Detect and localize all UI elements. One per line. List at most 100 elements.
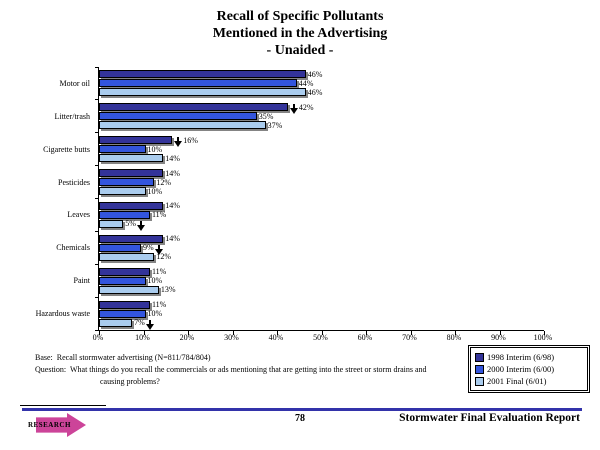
bar-value-label: 11% [151, 300, 167, 310]
x-axis-tick-label: 90% [491, 333, 506, 342]
base-note: Base: Recall stormwater advertising (N=8… [35, 352, 447, 364]
x-axis-tick [455, 331, 456, 335]
category-label: Hazardous waste [35, 309, 90, 319]
bar-row: 35% [99, 112, 544, 121]
bar-value-label: 11% [151, 267, 167, 277]
x-axis-tick-label: 80% [446, 333, 462, 342]
legend-label-2000: 2000 Interim (6/00) [487, 364, 555, 374]
bar [99, 154, 164, 163]
chart-legend: 1998 Interim (6/98) 2000 Interim (6/00) … [468, 345, 590, 393]
bar [99, 79, 297, 88]
bar-row: 12% [99, 177, 544, 187]
bar-value-label: 46% [307, 87, 323, 97]
report-title: Stormwater Final Evaluation Report [399, 412, 580, 424]
bar [99, 318, 133, 327]
bar-value-label: 14% [165, 234, 180, 244]
bar-row: 9% [99, 243, 544, 255]
bar [99, 103, 288, 112]
bar-value-label: 42% [289, 102, 314, 115]
significant-decrease-arrow-icon [289, 104, 298, 115]
bar-row: 46% [99, 69, 544, 79]
x-axis-tick [99, 331, 100, 335]
legend-item-2000: 2000 Interim (6/00) [475, 363, 583, 375]
bar-group: 14% 9% 12% [99, 231, 544, 264]
page-number: 78 [295, 413, 305, 424]
bar-row: 42% [99, 102, 544, 115]
legend-swatch-2001 [475, 376, 484, 386]
base-label: Base: [35, 353, 53, 362]
bar-value-label: 5% [125, 219, 145, 231]
significant-decrease-arrow-icon [154, 244, 163, 255]
bar-value-label: 16% [174, 135, 198, 148]
y-axis-tick [95, 66, 99, 68]
bar-group: 11% 10% 13% [99, 264, 544, 297]
legend-swatch-1998 [475, 352, 484, 362]
category-label: Chemicals [56, 243, 90, 253]
y-axis-tick [95, 99, 99, 101]
y-axis-tick [95, 132, 99, 134]
y-axis-tick [95, 165, 99, 167]
legend-item-1998: 1998 Interim (6/98) [475, 351, 583, 363]
bar-value-label: 37% [267, 120, 283, 130]
category-label: Litter/trash [54, 111, 90, 121]
bar-value-label: 46% [307, 69, 323, 79]
x-axis-tick-label: 70% [402, 333, 417, 342]
legend-swatch-2000 [475, 364, 484, 374]
bar-value-label: 10% [147, 309, 163, 319]
bar-group: 16% 10% 14% [99, 133, 544, 166]
x-axis-tick-labels: 0% 10% 20% 30% 40% 50% 60% 70% 80% 90% 100% [93, 333, 553, 345]
bar [99, 300, 150, 309]
x-axis-tick [410, 331, 412, 335]
bar-row: 5% [99, 219, 544, 231]
bar-value-label: 9% [143, 243, 163, 255]
bar-row: 11% [99, 300, 544, 310]
bar-row: 46% [99, 87, 544, 97]
bar [99, 285, 159, 294]
bar [99, 70, 306, 79]
legend-label-2001: 2001 Final (6/01) [487, 376, 547, 386]
x-axis-tick [321, 331, 323, 335]
bar [99, 169, 164, 178]
bar-value-label: 12% [156, 177, 172, 187]
chart-notes: Base: Recall stormwater advertising (N=8… [35, 352, 447, 388]
x-axis-tick [277, 331, 278, 335]
y-axis-category-labels: Motor oil Litter/trash Cigarette butts Pest… [0, 67, 94, 330]
x-axis-tick [232, 331, 234, 335]
bar-value-label: 13% [160, 285, 176, 295]
bar-group: 42% 35% 37% [99, 100, 544, 133]
bar [99, 145, 146, 154]
bar-value-label: 7% [134, 318, 154, 330]
x-axis-tick-label: 30% [224, 333, 239, 342]
bar [99, 234, 164, 243]
y-axis-tick [95, 198, 99, 199]
footer-left-rule [20, 405, 106, 406]
bar [99, 121, 266, 130]
y-axis-tick [95, 329, 99, 331]
significant-decrease-arrow-icon [174, 137, 183, 148]
bar [99, 178, 155, 187]
category-label: Leaves [67, 210, 90, 220]
chart-title: Recall of Specific Pollutants Mentioned … [0, 8, 600, 59]
bar-value-label: 14% [165, 201, 180, 211]
x-axis-tick-label: 60% [357, 333, 373, 342]
bar-value-label: 14% [165, 153, 180, 163]
plot-area: 46% 44% 46% 42% 35% 37% 16% 10% 14% 14% 12% 10% 14% 1… [95, 66, 545, 335]
chart-title-line3: - Unaided - [266, 43, 334, 58]
x-axis-tick [499, 331, 501, 335]
bar-row: 44% [99, 79, 544, 88]
bar [99, 136, 173, 145]
bar-row: 10% [99, 145, 544, 154]
y-axis-tick [95, 230, 99, 232]
logo-text: RESEARCH [28, 421, 71, 429]
bar-row: 10% [99, 276, 544, 285]
bar-row: 10% [99, 187, 544, 196]
bar-row: 13% [99, 285, 544, 295]
research-logo: RESEARCH [28, 413, 86, 437]
category-label: Cigarette butts [43, 144, 90, 154]
bar-row: 12% [99, 252, 544, 261]
bar-group: 14% 12% 10% [99, 166, 544, 199]
bar [99, 210, 150, 219]
bar [99, 267, 150, 276]
x-axis-tick [143, 331, 145, 335]
